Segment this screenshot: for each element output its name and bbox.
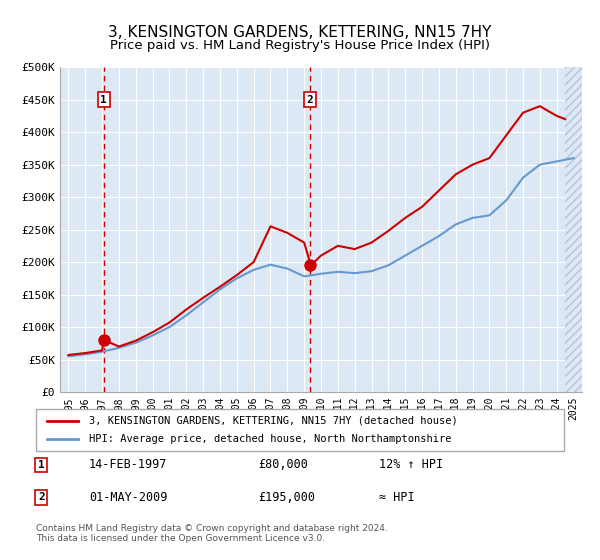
Text: 3, KENSINGTON GARDENS, KETTERING, NN15 7HY: 3, KENSINGTON GARDENS, KETTERING, NN15 7… xyxy=(109,25,491,40)
Text: 01-MAY-2009: 01-MAY-2009 xyxy=(89,491,167,503)
Text: 2: 2 xyxy=(307,95,313,105)
Text: 3, KENSINGTON GARDENS, KETTERING, NN15 7HY (detached house): 3, KENSINGTON GARDENS, KETTERING, NN15 7… xyxy=(89,416,458,426)
Text: £195,000: £195,000 xyxy=(258,491,315,503)
Text: 1: 1 xyxy=(38,460,44,470)
Text: 12% ↑ HPI: 12% ↑ HPI xyxy=(379,459,443,472)
FancyBboxPatch shape xyxy=(36,409,564,451)
Text: HPI: Average price, detached house, North Northamptonshire: HPI: Average price, detached house, Nort… xyxy=(89,434,451,444)
Text: ≈ HPI: ≈ HPI xyxy=(379,491,415,503)
Text: Price paid vs. HM Land Registry's House Price Index (HPI): Price paid vs. HM Land Registry's House … xyxy=(110,39,490,52)
Text: £80,000: £80,000 xyxy=(258,459,308,472)
Text: 14-FEB-1997: 14-FEB-1997 xyxy=(89,459,167,472)
Text: Contains HM Land Registry data © Crown copyright and database right 2024.
This d: Contains HM Land Registry data © Crown c… xyxy=(36,524,388,543)
Text: 1: 1 xyxy=(100,95,107,105)
Bar xyxy=(565,67,582,392)
Text: 2: 2 xyxy=(38,492,44,502)
